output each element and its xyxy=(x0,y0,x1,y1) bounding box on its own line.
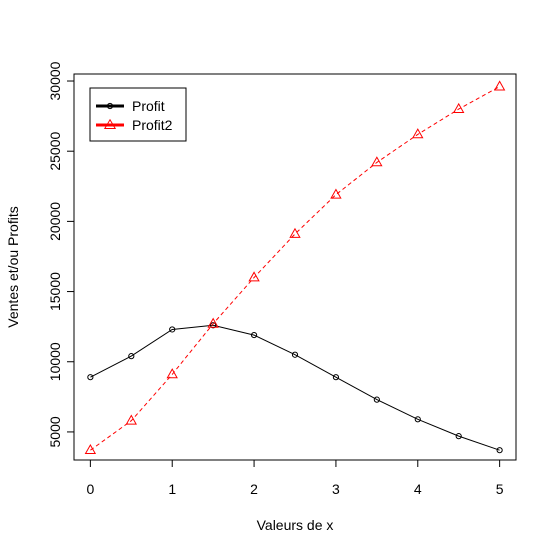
data-point-profit xyxy=(373,396,380,403)
data-point-profit xyxy=(414,416,421,423)
data-point-profit2 xyxy=(371,156,383,167)
y-tick-label: 15000 xyxy=(47,272,63,311)
y-axis-label: Ventes et/ou Profits xyxy=(5,206,21,327)
legend-box xyxy=(89,87,187,142)
legend-marker-profit2 xyxy=(103,118,117,129)
x-tick-label: 3 xyxy=(332,481,340,497)
data-point-profit xyxy=(250,331,258,339)
legend-label-profit2: Profit2 xyxy=(132,117,173,133)
x-tick-label: 4 xyxy=(414,481,422,497)
series-line-profit2 xyxy=(90,86,500,451)
legend-label-profit: Profit xyxy=(132,98,165,114)
y-tick-label: 10000 xyxy=(47,342,63,381)
data-point-profit2 xyxy=(289,227,301,238)
data-point-profit2 xyxy=(248,271,260,282)
legend: Profit Profit2 xyxy=(89,87,187,142)
x-axis-label: Valeurs de x xyxy=(257,517,334,533)
y-tick-label: 5000 xyxy=(47,416,63,447)
plot-content xyxy=(84,80,506,455)
x-tick-label: 5 xyxy=(496,481,504,497)
data-point-profit xyxy=(291,351,299,358)
data-point-profit xyxy=(455,433,462,440)
x-axis: 0 1 2 3 4 5 xyxy=(86,459,504,497)
data-point-profit2 xyxy=(453,102,465,113)
data-point-profit2 xyxy=(166,368,178,379)
y-axis: 5000 10000 15000 20000 25000 30000 xyxy=(47,61,75,448)
data-point-profit2 xyxy=(207,317,219,328)
y-tick-label: 20000 xyxy=(47,202,63,241)
data-point-profit xyxy=(210,322,217,329)
x-tick-label: 2 xyxy=(250,481,258,497)
data-point-profit xyxy=(496,447,503,454)
x-tick-label: 1 xyxy=(168,481,176,497)
x-tick-label: 0 xyxy=(86,481,94,497)
data-point-profit2 xyxy=(493,80,506,91)
data-point-profit2 xyxy=(412,128,424,139)
y-tick-label: 30000 xyxy=(47,61,63,100)
data-point-profit xyxy=(87,374,94,381)
y-tick-label: 25000 xyxy=(47,132,63,171)
data-point-profit xyxy=(128,353,135,360)
data-point-profit xyxy=(169,326,176,333)
legend-marker-profit xyxy=(106,102,114,110)
series-line-profit xyxy=(90,324,500,451)
data-point-profit2 xyxy=(84,443,97,455)
data-point-profit xyxy=(332,374,340,381)
data-point-profit2 xyxy=(330,188,342,199)
data-point-profit2 xyxy=(125,414,137,425)
